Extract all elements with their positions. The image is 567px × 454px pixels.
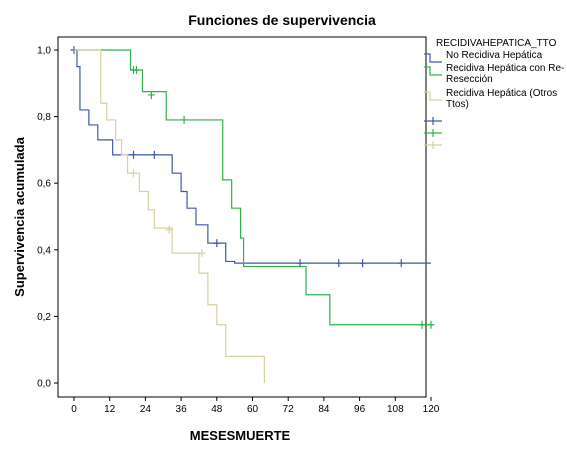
legend-label: No Recidiva Hepática xyxy=(446,50,543,61)
x-tick-label: 84 xyxy=(318,404,330,415)
legend-censor-swatch xyxy=(424,117,442,125)
x-tick-label: 108 xyxy=(387,404,404,415)
legend-swatch xyxy=(424,53,442,63)
censor-mark xyxy=(397,259,405,268)
x-tick-label: 12 xyxy=(104,404,116,415)
x-tick-label: 0 xyxy=(71,404,77,415)
series-layer xyxy=(70,46,435,383)
legend-label: Ttos) xyxy=(446,99,469,110)
censor-mark xyxy=(130,150,137,159)
y-tick-label: 0,0 xyxy=(37,379,51,390)
x-axis: 0 12 24 36 48 60 72 84 96 108 120 xyxy=(71,397,440,415)
y-tick-label: 0,8 xyxy=(37,112,51,123)
censor-mark xyxy=(180,115,188,124)
censor-mark xyxy=(296,259,304,268)
series-line-1 xyxy=(74,49,431,264)
censor-mark xyxy=(418,320,426,329)
censor-mark xyxy=(150,150,158,159)
x-tick-label: 72 xyxy=(283,404,295,415)
x-tick-label: 60 xyxy=(247,404,259,415)
y-tick-label: 1,0 xyxy=(37,46,51,57)
x-tick-label: 24 xyxy=(140,404,152,415)
censor-mark xyxy=(198,249,206,258)
censor-mark xyxy=(165,225,173,234)
y-axis-title: Supervivencia acumulada xyxy=(12,136,27,296)
legend-title: RECIDIVAHEPATICA_TTO xyxy=(436,38,557,49)
censor-mark xyxy=(335,259,343,268)
censor-mark xyxy=(213,239,221,248)
legend-label: Recidiva Hepática con Re- xyxy=(446,63,564,74)
x-tick-label: 120 xyxy=(423,404,440,415)
censor-mark xyxy=(359,259,367,268)
censor-mark xyxy=(132,65,140,74)
legend-label: Recidiva Hepática (Otros xyxy=(446,88,557,99)
plot-frame xyxy=(57,36,427,398)
x-tick-label: 96 xyxy=(354,404,366,415)
legend-label: Resección xyxy=(446,74,493,85)
censor-mark xyxy=(147,90,155,99)
series-line-3 xyxy=(74,49,265,383)
y-tick-label: 0,4 xyxy=(37,245,51,256)
legend-swatch xyxy=(424,91,442,101)
legend: RECIDIVAHEPATICA_TTO No Recidiva Hepátic… xyxy=(424,38,564,149)
legend-censor-swatch xyxy=(424,141,442,149)
legend-swatch xyxy=(424,66,442,76)
legend-censor-swatch xyxy=(424,129,442,137)
y-axis: 0,0 0,2 0,4 0,6 0,8 1,0 xyxy=(37,46,58,390)
x-tick-label: 48 xyxy=(211,404,223,415)
censor-mark xyxy=(427,320,435,329)
x-tick-label: 36 xyxy=(176,404,188,415)
x-axis-title: MESESMUERTE xyxy=(190,428,291,443)
y-tick-label: 0,6 xyxy=(37,179,51,190)
series-line-2 xyxy=(74,49,431,326)
y-tick-label: 0,2 xyxy=(37,312,51,323)
chart-title: Funciones de supervivencia xyxy=(188,12,376,28)
censor-mark xyxy=(130,169,137,178)
